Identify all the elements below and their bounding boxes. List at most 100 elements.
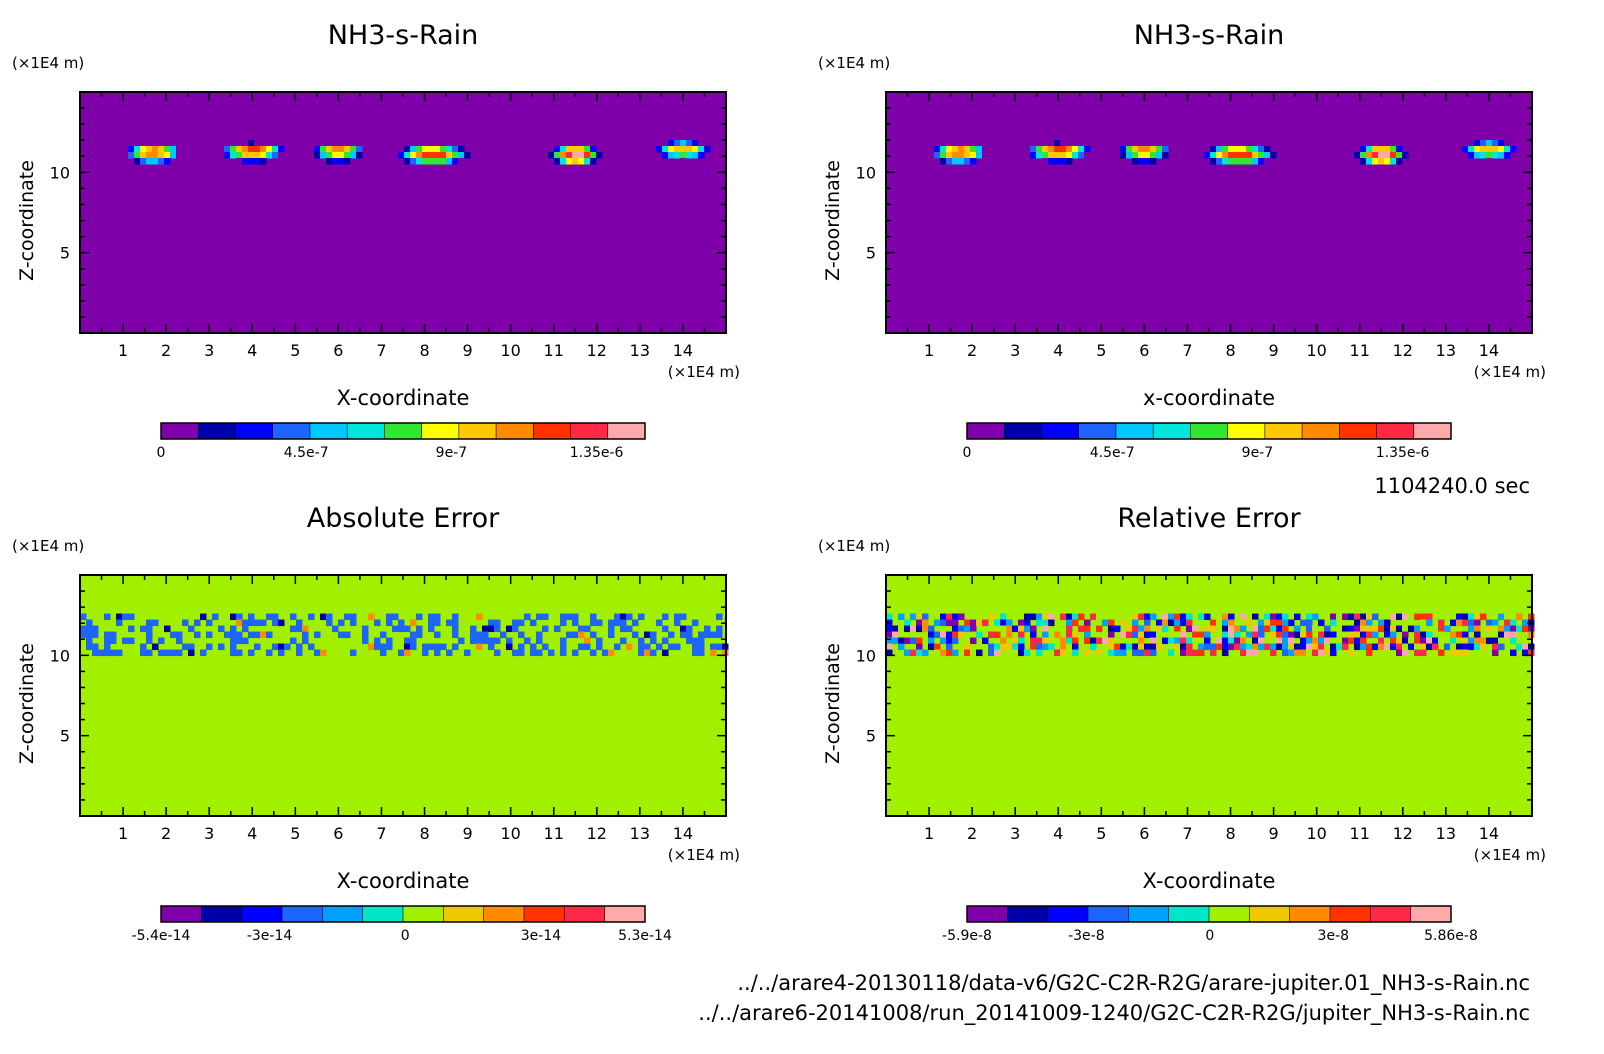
contour-cell xyxy=(1048,619,1055,627)
x-tick-label: 11 xyxy=(1350,824,1370,843)
contour-cell xyxy=(674,619,681,627)
contour-cell xyxy=(1342,613,1349,621)
contour-cell xyxy=(590,649,597,657)
contour-cell xyxy=(260,158,267,165)
contour-cell xyxy=(970,619,977,627)
contour-cell xyxy=(946,643,953,651)
contour-cell xyxy=(362,625,369,633)
contour-cell xyxy=(308,643,315,651)
contour-cell xyxy=(1192,637,1199,645)
contour-cell xyxy=(1258,625,1265,633)
contour-cell xyxy=(940,146,947,153)
contour-cell xyxy=(910,625,917,633)
contour-cell xyxy=(356,152,363,159)
contour-cell xyxy=(1378,625,1385,633)
contour-cell xyxy=(1084,146,1091,153)
colorbar-tick-label: 0 xyxy=(157,445,166,461)
contour-cell xyxy=(146,649,153,657)
contour-cell xyxy=(698,146,705,153)
contour-cell xyxy=(904,649,911,657)
contour-cell xyxy=(922,649,929,657)
colorbar-swatch xyxy=(421,423,460,439)
contour-cell xyxy=(500,631,507,639)
colorbar-swatch xyxy=(570,423,609,439)
contour-cell xyxy=(386,643,393,651)
contour-cell xyxy=(404,152,411,159)
contour-cell xyxy=(1198,637,1205,645)
contour-cell xyxy=(584,637,591,645)
contour-cell xyxy=(982,619,989,627)
colorbar-swatch xyxy=(384,423,423,439)
colorbar-swatch xyxy=(1078,423,1117,439)
contour-cell xyxy=(1366,158,1373,165)
contour-cell xyxy=(686,637,693,645)
contour-cell xyxy=(1156,631,1163,639)
contour-cell xyxy=(428,619,435,627)
contour-cell xyxy=(1420,631,1427,639)
x-tick-label: 1 xyxy=(118,824,128,843)
contour-cell xyxy=(1060,140,1067,147)
contour-cell xyxy=(886,649,893,657)
contour-cell xyxy=(940,631,947,639)
contour-cell xyxy=(1048,158,1055,165)
colorbar-swatch xyxy=(1168,906,1210,922)
contour-cell xyxy=(1042,619,1049,627)
contour-cell xyxy=(1204,152,1211,159)
colorbar-tick-label: -5.9e-8 xyxy=(942,928,992,944)
contour-cell xyxy=(952,613,959,621)
contour-cell xyxy=(332,140,339,147)
contour-cell xyxy=(1138,613,1145,621)
contour-cell xyxy=(1054,631,1061,639)
contour-cell xyxy=(1330,613,1337,621)
panel-3: Absolute Error(×1E4 m)1 2 3 4 5 6 7 8 9 10 11 12 13 1… xyxy=(12,503,740,944)
contour-cell xyxy=(1066,637,1073,645)
contour-cell xyxy=(128,625,135,633)
contour-cell xyxy=(236,649,243,657)
colorbar-swatch xyxy=(309,423,348,439)
contour-cell xyxy=(1204,625,1211,633)
z-tick-label: 10 xyxy=(856,163,876,182)
colorbar-swatch xyxy=(443,906,485,922)
contour-cell xyxy=(1480,146,1487,153)
colorbar-swatch xyxy=(1088,906,1129,922)
contour-cell xyxy=(1042,613,1049,621)
contour-cell xyxy=(278,146,285,153)
contour-cell xyxy=(934,152,941,159)
contour-cell xyxy=(1000,643,1007,651)
contour-cell xyxy=(338,158,345,165)
contour-cell xyxy=(1384,631,1391,639)
contour-cell xyxy=(644,649,651,657)
z-tick-label: 5 xyxy=(60,727,70,746)
contour-cell xyxy=(518,643,525,651)
contour-cell xyxy=(284,643,291,651)
contour-cell xyxy=(898,643,905,651)
contour-cell xyxy=(86,637,93,645)
contour-cell xyxy=(512,619,519,627)
contour-cell xyxy=(446,152,453,159)
contour-cell xyxy=(1306,631,1313,639)
contour-cell xyxy=(1102,649,1109,657)
contour-cell xyxy=(1264,643,1271,651)
contour-cell xyxy=(1162,613,1169,621)
contour-cell xyxy=(988,613,995,621)
contour-cell xyxy=(1198,649,1205,657)
contour-cell xyxy=(958,146,965,153)
contour-cell xyxy=(946,158,953,165)
contour-cell xyxy=(188,649,195,657)
contour-cell xyxy=(626,625,633,633)
contour-cell xyxy=(1030,613,1037,621)
contour-cell xyxy=(1162,146,1169,153)
contour-cell xyxy=(1498,613,1505,621)
contour-cell xyxy=(1366,613,1373,621)
x-tick-label: 12 xyxy=(1393,824,1413,843)
contour-cell xyxy=(1198,613,1205,621)
contour-cell xyxy=(1222,649,1229,657)
contour-cell xyxy=(1288,631,1295,639)
contour-cell xyxy=(104,649,111,657)
time-label: 1104240.0 sec xyxy=(1374,474,1530,498)
contour-cell xyxy=(680,140,687,147)
contour-cell xyxy=(716,631,723,639)
contour-cell xyxy=(1498,146,1505,153)
panel-title: NH3-s-Rain xyxy=(328,20,479,51)
colorbar-swatch xyxy=(347,423,385,439)
